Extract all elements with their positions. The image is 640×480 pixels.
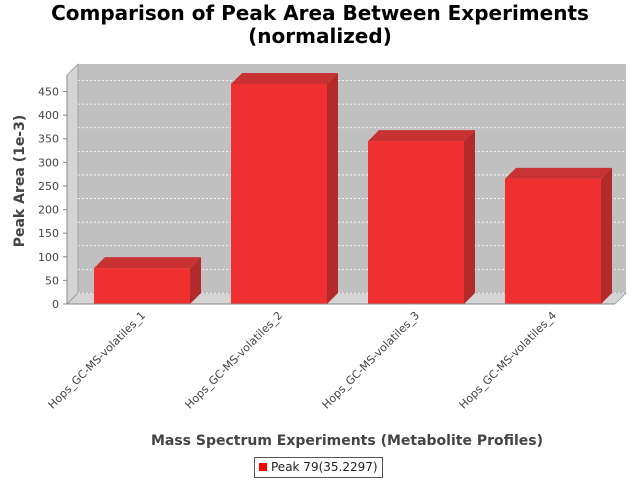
x-axis-title: Mass Spectrum Experiments (Metabolite Pr… (151, 433, 543, 449)
y-tick-label: 400 (38, 109, 59, 122)
x-tick-label: Hops_GC-MS-volatiles_2 (183, 309, 286, 412)
chart-title-line-1: Comparison of Peak Area Between Experime… (51, 1, 589, 25)
bar (94, 257, 201, 304)
bar-front (368, 141, 464, 304)
bar-top (505, 167, 612, 179)
chart-title: Comparison of Peak Area Between Experime… (0, 2, 640, 48)
y-tick-label: 350 (38, 133, 59, 146)
bar-front (505, 178, 601, 304)
y-tick-label: 150 (38, 227, 59, 240)
bar-side (190, 257, 201, 304)
y-tick-label: 200 (38, 204, 59, 217)
chart-title-line-2: (normalized) (248, 24, 392, 48)
bar (505, 167, 612, 304)
y-tick-label: 0 (52, 298, 59, 311)
bar-side (464, 130, 475, 304)
y-tick-label: 50 (45, 274, 59, 287)
bar (231, 72, 338, 304)
y-tick-label: 100 (38, 251, 59, 264)
bar-side (601, 167, 612, 304)
y-tick-label: 450 (38, 86, 59, 99)
bar-side (327, 72, 338, 304)
bar (368, 130, 475, 304)
x-tick-label: Hops_GC-MS-volatiles_3 (320, 309, 423, 412)
y-tick-label: 250 (38, 180, 59, 193)
y-tick-label: 300 (38, 156, 59, 169)
plot-side-wall (66, 63, 79, 305)
bar-front (94, 268, 190, 304)
plot-back-wall (78, 64, 626, 293)
legend-label: Peak 79(35.2297) (271, 460, 378, 474)
legend-swatch (259, 463, 267, 471)
bar-top (94, 257, 201, 269)
y-axis-title: Peak Area (1e-3) (12, 115, 28, 248)
legend: Peak 79(35.2297) (254, 457, 383, 478)
bar-top (368, 130, 475, 142)
bar-front (231, 83, 327, 304)
x-tick-label: Hops_GC-MS-volatiles_4 (457, 309, 560, 412)
bar-top (231, 72, 338, 84)
x-tick-label: Hops_GC-MS-volatiles_1 (46, 309, 149, 412)
